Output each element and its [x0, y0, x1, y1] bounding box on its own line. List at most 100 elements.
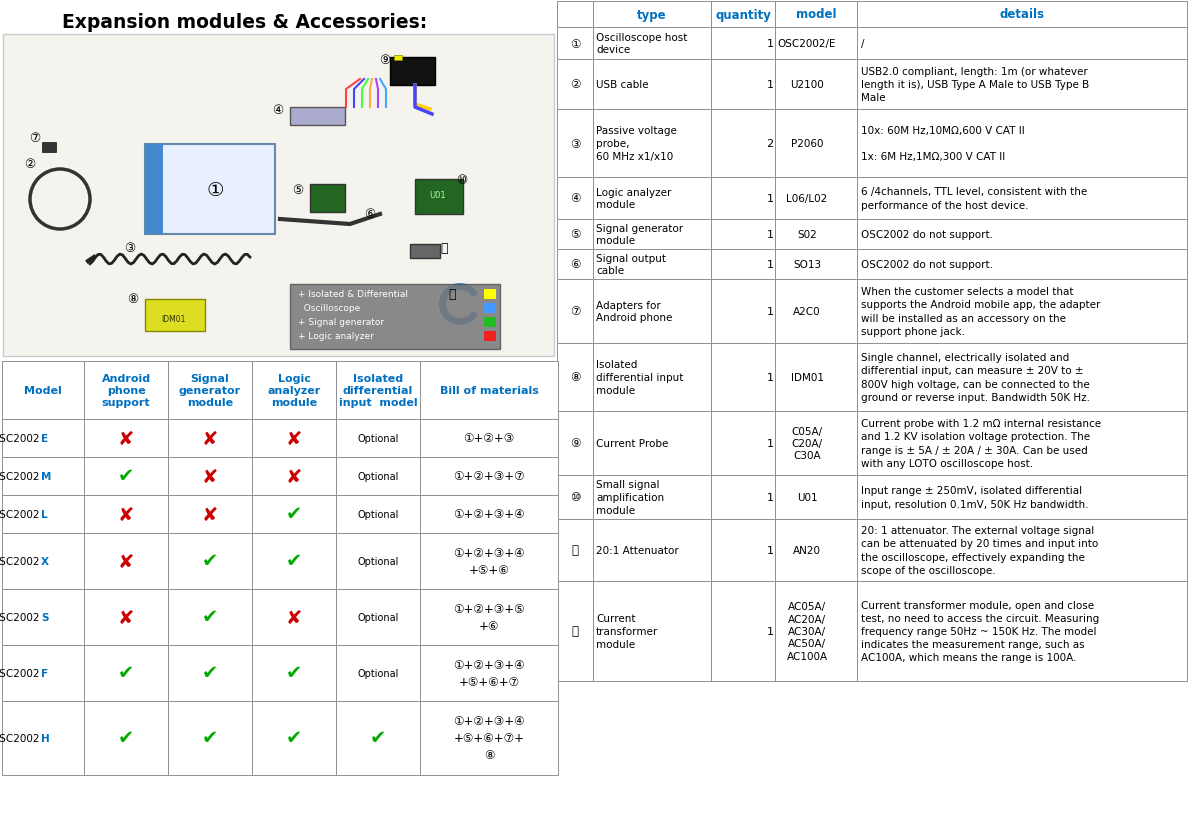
Text: ⑫: ⑫ — [449, 288, 456, 301]
Text: ⑩: ⑩ — [570, 491, 581, 504]
Text: ⑧: ⑧ — [570, 371, 581, 384]
Bar — [775, 28, 857, 60]
Text: ✔: ✔ — [202, 663, 218, 683]
Text: ④: ④ — [272, 103, 283, 116]
Text: ✔: ✔ — [286, 552, 302, 571]
Bar — [420, 419, 558, 458]
Text: Oscilloscope host
device: Oscilloscope host device — [596, 33, 688, 56]
Text: Android
phone
support: Android phone support — [102, 373, 150, 408]
Bar — [484, 318, 496, 328]
Text: ⑦: ⑦ — [29, 131, 41, 144]
Bar — [252, 701, 336, 775]
Text: ✘: ✘ — [202, 467, 218, 486]
Text: Isolated
differential
input  model: Isolated differential input model — [338, 373, 418, 408]
Text: 1: 1 — [767, 438, 774, 449]
Bar — [336, 419, 420, 458]
Bar — [420, 458, 558, 495]
Bar — [775, 178, 857, 219]
Text: ①+②+③+④
+⑤+⑥: ①+②+③+④ +⑤+⑥ — [454, 546, 524, 577]
Text: 6 /4channels, TTL level, consistent with the
performance of the host device.: 6 /4channels, TTL level, consistent with… — [862, 188, 1087, 210]
Bar — [710, 581, 775, 681]
Text: ⑨: ⑨ — [570, 437, 581, 450]
Bar — [710, 2, 775, 28]
Bar — [168, 458, 252, 495]
Text: ✔: ✔ — [202, 552, 218, 571]
Bar — [775, 344, 857, 411]
Bar — [775, 411, 857, 475]
Text: ⑨: ⑨ — [379, 53, 391, 66]
Text: Input range ± 250mV, isolated differential
input, resolution 0.1mV, 50K Hz bandw: Input range ± 250mV, isolated differenti… — [862, 486, 1088, 509]
Text: ✔: ✔ — [118, 663, 134, 683]
Text: ①+②+③+④: ①+②+③+④ — [454, 508, 524, 521]
Text: When the customer selects a model that
supports the Android mobile app, the adap: When the customer selects a model that s… — [862, 287, 1100, 337]
Bar — [593, 344, 710, 411]
Text: SO13: SO13 — [793, 260, 821, 269]
Bar — [252, 361, 336, 419]
Bar — [168, 419, 252, 458]
Bar — [593, 250, 710, 279]
Text: ✔: ✔ — [118, 729, 134, 748]
Text: 1: 1 — [767, 80, 774, 90]
Text: L: L — [41, 509, 48, 519]
Bar — [593, 60, 710, 110]
Text: 20: 1 attenuator. The external voltage signal
can be attenuated by 20 times and : 20: 1 attenuator. The external voltage s… — [862, 526, 1098, 575]
Bar — [775, 219, 857, 250]
Bar — [336, 533, 420, 590]
Text: Passive voltage
probe,
60 MHz x1/x10: Passive voltage probe, 60 MHz x1/x10 — [596, 126, 677, 161]
Bar — [857, 2, 1187, 28]
Bar — [557, 475, 593, 519]
Bar — [420, 361, 558, 419]
Text: ✘: ✘ — [118, 429, 134, 448]
Bar — [145, 145, 275, 235]
Text: ①+②+③+④
+⑤+⑥+⑦: ①+②+③+④ +⑤+⑥+⑦ — [454, 658, 524, 688]
Text: Adapters for
Android phone: Adapters for Android phone — [596, 301, 672, 323]
Text: ⑤: ⑤ — [570, 229, 581, 242]
Text: U2100: U2100 — [790, 80, 824, 90]
Bar — [168, 361, 252, 419]
Text: 1: 1 — [767, 306, 774, 317]
Text: IDM01: IDM01 — [791, 373, 823, 382]
Bar — [710, 344, 775, 411]
Text: E: E — [41, 433, 48, 443]
Text: quantity: quantity — [715, 8, 770, 21]
Text: + Signal generator: + Signal generator — [298, 318, 384, 327]
Text: 1: 1 — [767, 229, 774, 240]
Bar — [710, 110, 775, 178]
Bar — [2, 533, 84, 590]
Bar — [168, 701, 252, 775]
Text: ✘: ✘ — [202, 429, 218, 448]
Bar — [557, 519, 593, 581]
Text: M: M — [41, 472, 52, 482]
Text: Optional: Optional — [358, 556, 398, 566]
Bar — [2, 458, 84, 495]
Text: 20:1 Attenuator: 20:1 Attenuator — [596, 545, 679, 555]
Text: ⑥: ⑥ — [570, 258, 581, 271]
Bar — [484, 290, 496, 300]
Bar — [593, 28, 710, 60]
Bar — [775, 60, 857, 110]
Text: 1: 1 — [767, 492, 774, 502]
Text: Signal generator
module: Signal generator module — [596, 224, 683, 246]
Bar — [593, 178, 710, 219]
Text: ✔: ✔ — [286, 505, 302, 524]
Bar — [593, 475, 710, 519]
Text: S: S — [41, 613, 48, 622]
Text: ④: ④ — [570, 192, 581, 206]
Text: 1: 1 — [767, 373, 774, 382]
Bar — [290, 108, 346, 126]
Text: ①+②+③+⑤
+⑥: ①+②+③+⑤ +⑥ — [454, 602, 524, 632]
Text: ③: ③ — [125, 242, 136, 254]
Bar — [710, 279, 775, 344]
Bar — [410, 245, 440, 259]
Bar — [775, 250, 857, 279]
Text: ⑧: ⑧ — [127, 293, 139, 306]
Bar — [420, 495, 558, 533]
Text: 1: 1 — [767, 545, 774, 555]
Text: ⑦: ⑦ — [570, 305, 581, 318]
Bar — [857, 219, 1187, 250]
Text: ①: ① — [570, 38, 581, 51]
Text: OSC2002/E: OSC2002/E — [778, 39, 836, 49]
Text: ⑥: ⑥ — [365, 208, 376, 221]
Bar — [557, 2, 593, 28]
Bar — [415, 180, 463, 215]
